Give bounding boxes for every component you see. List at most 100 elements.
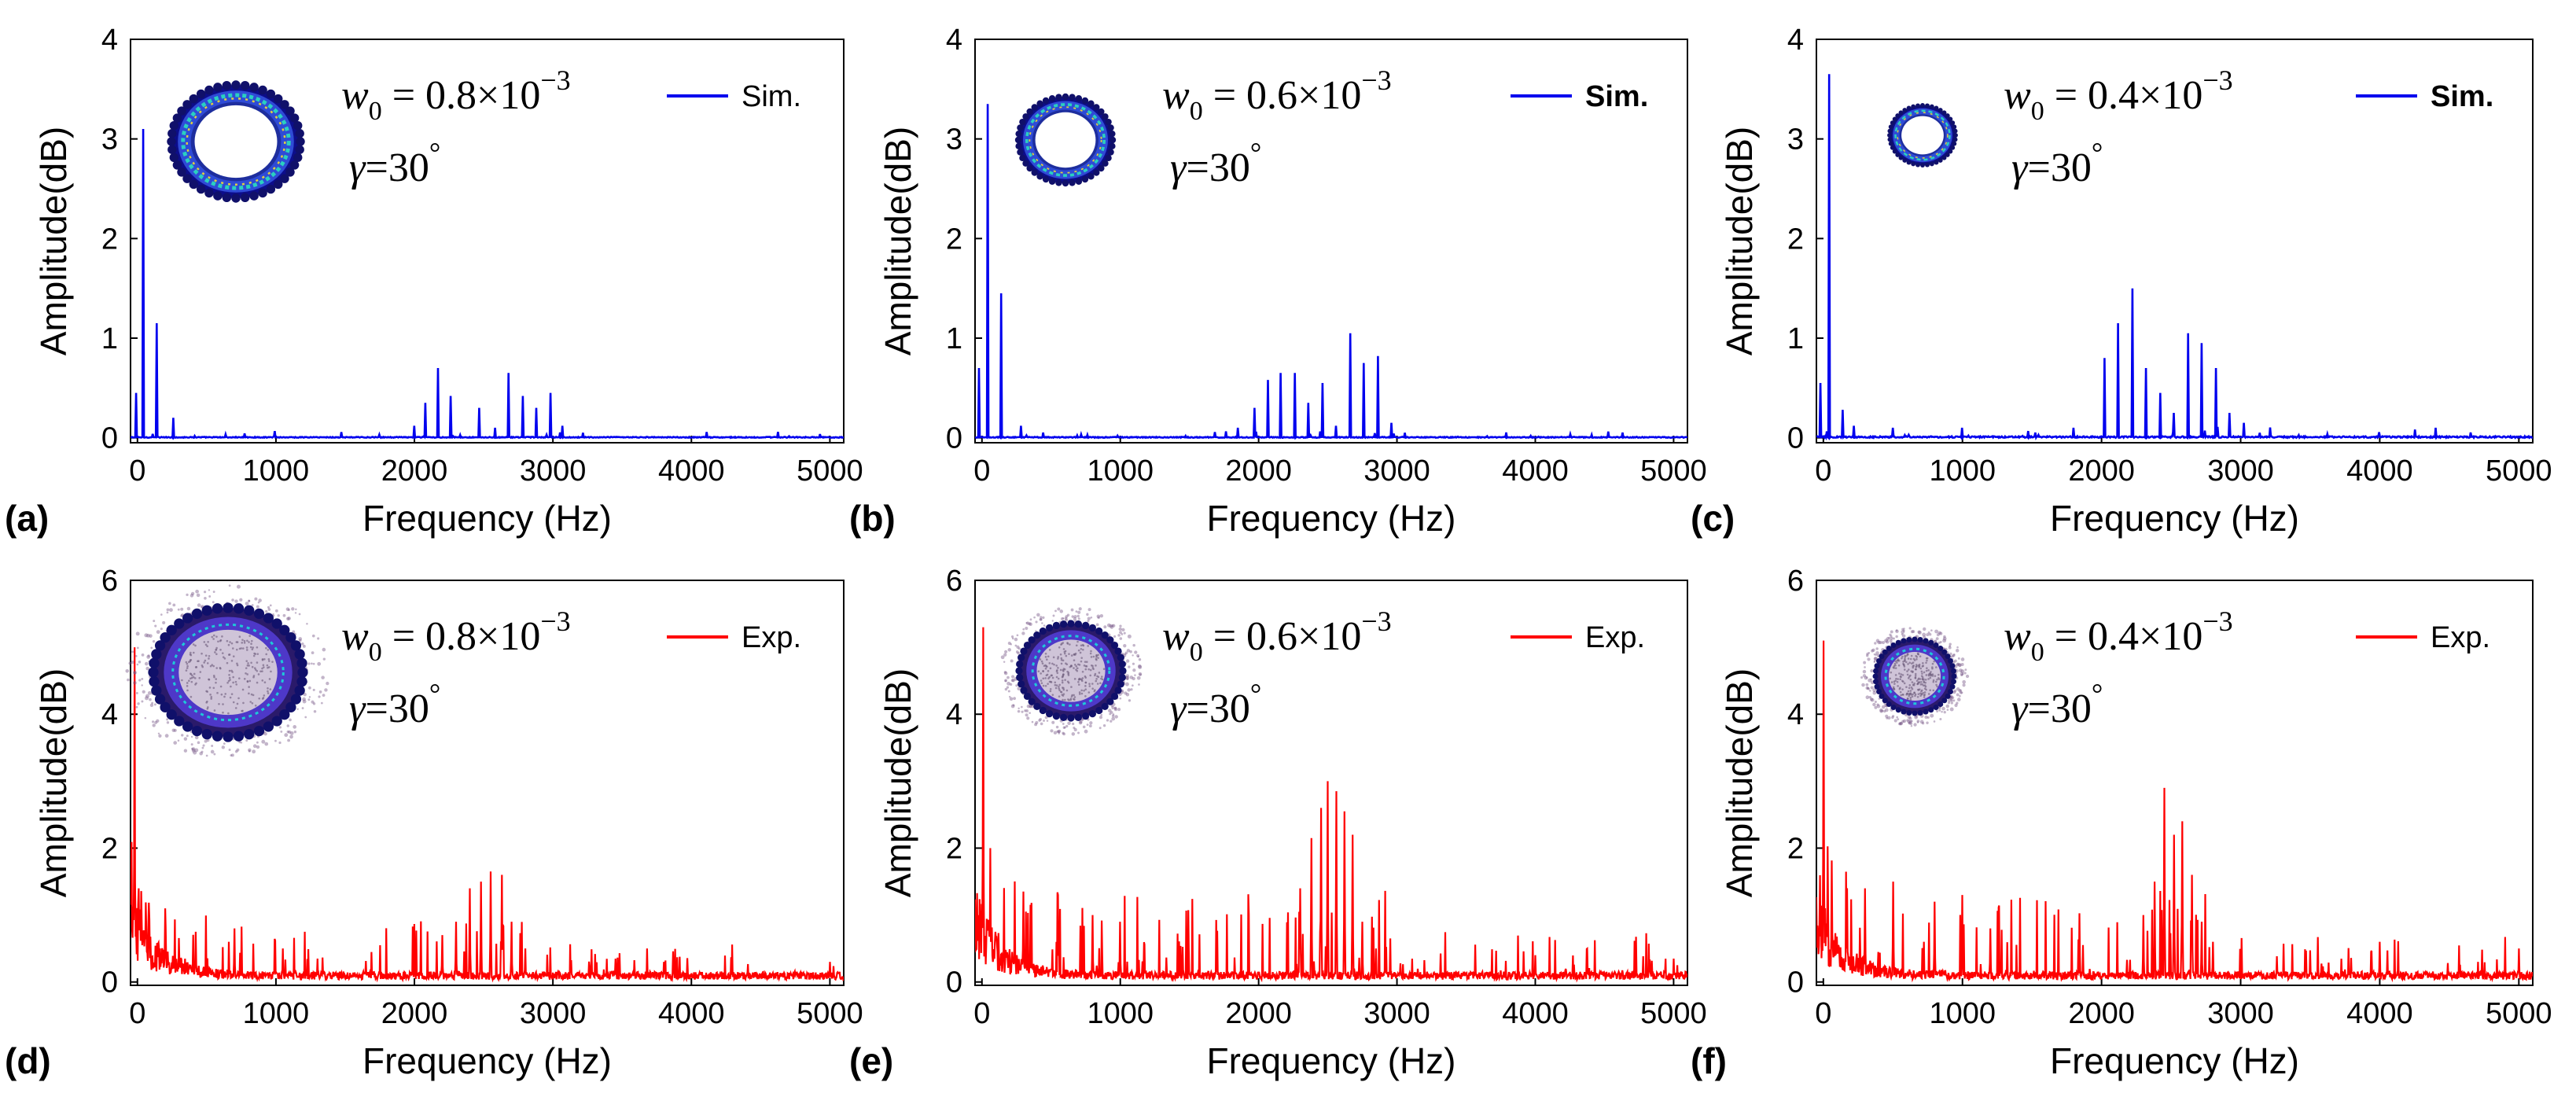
y-tick-label: 6 [946, 565, 962, 598]
x-tick-label: 0 [973, 455, 990, 488]
plot-frame [130, 39, 845, 444]
panel-label: (f) [1691, 1040, 1727, 1081]
y-tick-label: 2 [1787, 223, 1804, 256]
legend-label: Sim. [2431, 80, 2493, 113]
panel-e: 0 2 4 6 0 1000 2000 3000 4000 5000 Amplitude(dB) Fr… [849, 565, 1707, 1081]
panel-b: 0 1 2 3 4 0 1000 2000 3000 4000 5000 Amplitude(dB) F… [849, 24, 1707, 539]
y-tick-label: 0 [101, 422, 118, 455]
panel-label: (e) [849, 1040, 893, 1081]
legend-label: Exp. [1585, 621, 1645, 654]
beam-pattern-inset [1860, 627, 1970, 727]
panel-label: (a) [5, 498, 49, 539]
x-tick-label: 4000 [2346, 455, 2413, 488]
y-tick-label: 4 [101, 698, 118, 731]
w0-annotation: w0 = 0.6×10−3 [1162, 64, 1392, 126]
y-tick-label: 4 [101, 24, 118, 57]
panel-d: 0 2 4 6 0 1000 2000 3000 4000 5000 Amplitude(dB) Fr… [5, 565, 863, 1081]
x-axis-label: Frequency (Hz) [1207, 498, 1456, 539]
x-tick-label: 0 [129, 455, 145, 488]
spectrum-line [975, 627, 1687, 983]
panel-label: (b) [849, 498, 896, 539]
gamma-annotation: γ=30° [1170, 678, 1261, 731]
x-tick-label: 5000 [1640, 455, 1707, 488]
gamma-annotation: γ=30° [349, 137, 440, 190]
y-tick-label: 1 [946, 322, 962, 355]
x-tick-label: 3000 [1363, 455, 1430, 488]
x-tick-label: 2000 [1225, 455, 1292, 488]
legend-label: Exp. [742, 621, 801, 654]
spectrum-line [1816, 640, 2533, 983]
x-tick-label: 4000 [1502, 997, 1569, 1030]
x-tick-label: 2000 [381, 997, 448, 1030]
gamma-annotation: γ=30° [349, 678, 440, 731]
gamma-annotation: γ=30° [2011, 137, 2103, 190]
y-tick-label: 3 [1787, 123, 1804, 156]
panel-label: (d) [5, 1040, 51, 1081]
plot-frame [1816, 39, 2534, 444]
plot-frame [130, 580, 845, 986]
beam-pattern-inset [1000, 607, 1143, 736]
x-tick-label: 4000 [658, 455, 725, 488]
x-tick-label: 1000 [1929, 455, 1996, 488]
x-tick-label: 3000 [2207, 455, 2274, 488]
y-tick-label: 2 [946, 832, 962, 865]
legend-label: Sim. [742, 80, 801, 113]
x-tick-label: 0 [1815, 455, 1831, 488]
x-tick-label: 4000 [1502, 455, 1569, 488]
spectrum-line [1816, 74, 2533, 441]
y-tick-label: 2 [1787, 832, 1804, 865]
x-axis-label: Frequency (Hz) [2050, 498, 2299, 539]
y-tick-label: 4 [946, 24, 962, 57]
y-tick-label: 6 [101, 565, 118, 598]
y-tick-label: 3 [101, 123, 118, 156]
x-tick-label: 3000 [520, 997, 587, 1030]
x-tick-label: 4000 [658, 997, 725, 1030]
x-tick-label: 3000 [2207, 997, 2274, 1030]
y-tick-label: 2 [946, 223, 962, 256]
legend-label: Exp. [2431, 621, 2490, 654]
beam-pattern-inset [1014, 93, 1117, 187]
y-axis-label: Amplitude(dB) [878, 668, 918, 897]
y-tick-label: 6 [1787, 565, 1804, 598]
w0-annotation: w0 = 0.8×10−3 [341, 606, 571, 667]
x-tick-label: 0 [1815, 997, 1831, 1030]
x-tick-label: 3000 [520, 455, 587, 488]
y-tick-label: 1 [101, 322, 118, 355]
gamma-annotation: γ=30° [1170, 137, 1261, 190]
plot-frame [974, 580, 1688, 986]
y-axis-label: Amplitude(dB) [1719, 127, 1760, 355]
w0-annotation: w0 = 0.4×10−3 [2004, 606, 2233, 667]
spectrum-line [131, 647, 844, 983]
x-axis-label: Frequency (Hz) [1207, 1040, 1456, 1081]
y-tick-label: 0 [946, 966, 962, 999]
x-tick-label: 5000 [1640, 997, 1707, 1030]
w0-annotation: w0 = 0.6×10−3 [1162, 606, 1392, 667]
plot-frame [974, 39, 1688, 444]
y-tick-label: 4 [1787, 698, 1804, 731]
x-tick-label: 1000 [243, 455, 310, 488]
y-tick-label: 0 [1787, 422, 1804, 455]
plot-frame [1816, 580, 2534, 986]
w0-annotation: w0 = 0.4×10−3 [2004, 64, 2233, 126]
x-axis-label: Frequency (Hz) [362, 498, 612, 539]
x-tick-label: 2000 [2068, 455, 2135, 488]
y-tick-label: 4 [946, 698, 962, 731]
spectrum-line [131, 128, 844, 440]
x-axis-label: Frequency (Hz) [2050, 1040, 2299, 1081]
y-axis-label: Amplitude(dB) [33, 127, 74, 355]
legend-label: Sim. [1585, 80, 1648, 113]
y-tick-label: 3 [946, 123, 962, 156]
w0-annotation: w0 = 0.8×10−3 [341, 64, 571, 126]
x-tick-label: 5000 [2486, 997, 2552, 1030]
x-axis-label: Frequency (Hz) [362, 1040, 612, 1081]
x-tick-label: 1000 [1087, 455, 1154, 488]
y-axis-label: Amplitude(dB) [878, 127, 918, 355]
gamma-annotation: γ=30° [2011, 678, 2103, 731]
x-tick-label: 2000 [381, 455, 448, 488]
panel-c: 0 1 2 3 4 0 1000 2000 3000 4000 5000 Amplitude(dB) F… [1691, 24, 2552, 539]
x-tick-label: 0 [973, 997, 990, 1030]
y-tick-label: 0 [1787, 966, 1804, 999]
y-tick-label: 2 [101, 223, 118, 256]
panel-f: 0 2 4 6 0 1000 2000 3000 4000 5000 Amplitude(dB) Fr… [1691, 565, 2552, 1081]
